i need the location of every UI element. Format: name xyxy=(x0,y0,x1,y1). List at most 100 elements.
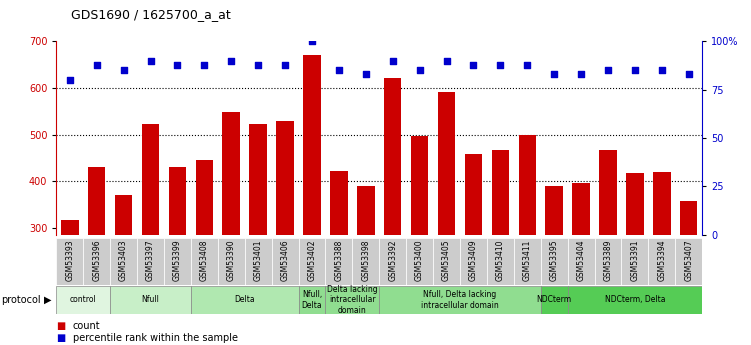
Bar xyxy=(88,167,105,235)
Bar xyxy=(568,286,702,314)
Point xyxy=(171,62,183,67)
Bar xyxy=(115,195,132,235)
Bar xyxy=(622,238,648,285)
Bar xyxy=(675,238,702,285)
Text: percentile rank within the sample: percentile rank within the sample xyxy=(73,333,238,343)
Point xyxy=(118,68,130,73)
Bar xyxy=(595,238,622,285)
Text: NDCterm, Delta: NDCterm, Delta xyxy=(605,295,665,304)
Bar xyxy=(137,238,164,285)
Point xyxy=(360,71,372,77)
Text: Nfull,
Delta: Nfull, Delta xyxy=(302,290,322,309)
Bar xyxy=(460,238,487,285)
Point xyxy=(279,62,291,67)
Text: GSM53409: GSM53409 xyxy=(469,239,478,281)
Bar xyxy=(164,238,191,285)
Text: GSM53390: GSM53390 xyxy=(227,239,236,281)
Point xyxy=(602,68,614,73)
Point xyxy=(629,68,641,73)
Point xyxy=(198,62,210,67)
Text: GSM53398: GSM53398 xyxy=(361,239,370,281)
Bar xyxy=(487,238,514,285)
Bar xyxy=(169,167,186,235)
Text: GSM53394: GSM53394 xyxy=(657,239,666,281)
Bar xyxy=(191,286,299,314)
Text: ■: ■ xyxy=(56,333,65,343)
Point xyxy=(441,58,453,63)
Point xyxy=(494,62,506,67)
Bar xyxy=(191,238,218,285)
Text: GSM53393: GSM53393 xyxy=(65,239,74,281)
Text: Nfull: Nfull xyxy=(142,295,159,304)
Text: GSM53405: GSM53405 xyxy=(442,239,451,281)
Bar xyxy=(541,238,568,285)
Bar xyxy=(110,238,137,285)
Bar xyxy=(379,238,406,285)
Text: GSM53407: GSM53407 xyxy=(684,239,693,281)
Bar xyxy=(541,286,568,314)
Bar xyxy=(218,238,245,285)
Point xyxy=(414,68,426,73)
Bar xyxy=(299,238,325,285)
Point xyxy=(656,68,668,73)
Point xyxy=(467,62,479,67)
Bar xyxy=(379,286,541,314)
Text: ■: ■ xyxy=(56,321,65,331)
Bar xyxy=(195,160,213,235)
Text: GSM53406: GSM53406 xyxy=(281,239,290,281)
Bar xyxy=(222,112,240,235)
Bar xyxy=(518,136,536,235)
Text: GSM53397: GSM53397 xyxy=(146,239,155,281)
Point xyxy=(548,71,560,77)
Text: GSM53411: GSM53411 xyxy=(523,239,532,281)
Bar xyxy=(352,238,379,285)
Bar xyxy=(276,120,294,235)
Bar xyxy=(325,238,352,285)
Bar xyxy=(599,150,617,235)
Point xyxy=(333,68,345,73)
Text: Delta: Delta xyxy=(234,295,255,304)
Text: GSM53388: GSM53388 xyxy=(334,239,343,281)
Bar xyxy=(626,173,644,235)
Text: GSM53403: GSM53403 xyxy=(119,239,128,281)
Bar xyxy=(299,286,325,314)
Text: ▶: ▶ xyxy=(44,295,51,305)
Bar xyxy=(465,154,482,235)
Bar xyxy=(330,171,348,235)
Text: GSM53395: GSM53395 xyxy=(550,239,559,281)
Bar xyxy=(680,200,698,235)
Bar xyxy=(568,238,595,285)
Bar xyxy=(411,136,428,235)
Text: GSM53396: GSM53396 xyxy=(92,239,101,281)
Bar xyxy=(272,238,299,285)
Text: Delta lacking
intracellular
domain: Delta lacking intracellular domain xyxy=(327,285,378,315)
Bar xyxy=(438,92,455,235)
Bar xyxy=(83,238,110,285)
Bar xyxy=(653,172,671,235)
Text: Nfull, Delta lacking
intracellular domain: Nfull, Delta lacking intracellular domai… xyxy=(421,290,499,309)
Text: GSM53401: GSM53401 xyxy=(254,239,263,281)
Text: GSM53402: GSM53402 xyxy=(307,239,316,281)
Point xyxy=(225,58,237,63)
Text: GSM53410: GSM53410 xyxy=(496,239,505,281)
Point xyxy=(521,62,533,67)
Point xyxy=(575,71,587,77)
Bar xyxy=(142,124,159,235)
Bar xyxy=(406,238,433,285)
Bar xyxy=(545,186,563,235)
Text: NDCterm: NDCterm xyxy=(537,295,572,304)
Point xyxy=(144,58,156,63)
Point xyxy=(306,39,318,44)
Text: GSM53391: GSM53391 xyxy=(630,239,639,281)
Point xyxy=(64,77,76,83)
Bar xyxy=(61,220,79,235)
Text: GSM53392: GSM53392 xyxy=(388,239,397,281)
Text: GSM53399: GSM53399 xyxy=(173,239,182,281)
Text: count: count xyxy=(73,321,101,331)
Bar xyxy=(384,78,402,235)
Bar xyxy=(245,238,272,285)
Point xyxy=(91,62,103,67)
Text: protocol: protocol xyxy=(2,295,41,305)
Text: control: control xyxy=(70,295,97,304)
Bar xyxy=(325,286,379,314)
